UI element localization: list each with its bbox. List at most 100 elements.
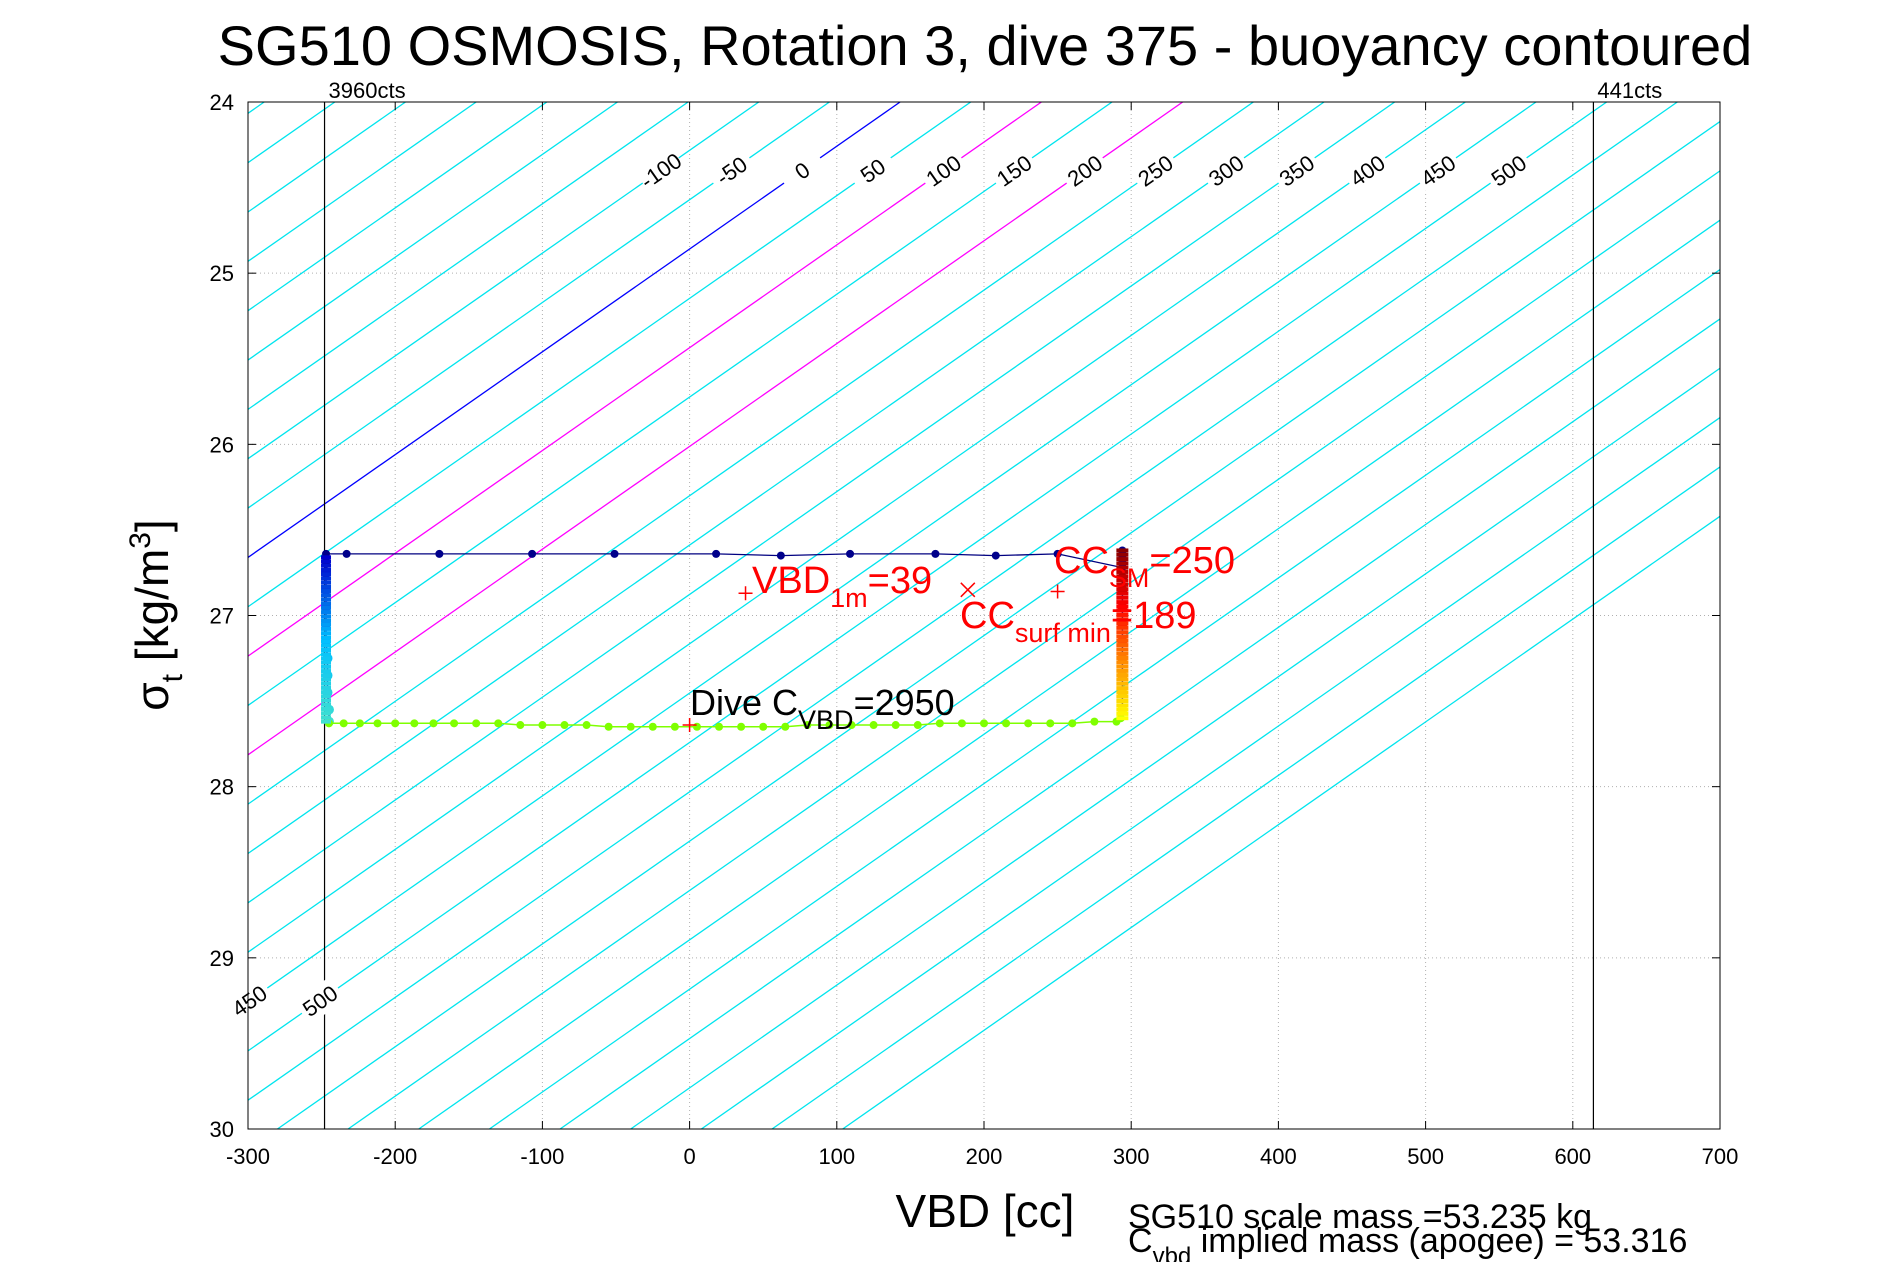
series-bar-segment xyxy=(321,702,332,707)
contour-label-bg xyxy=(987,146,1041,195)
contour-label-bg xyxy=(223,976,276,1025)
x-axis-label: VBD [cc] xyxy=(896,1185,1075,1237)
series-bar-segment xyxy=(1116,703,1129,708)
buoyancy-contours xyxy=(248,102,1720,1129)
contour-label-bg xyxy=(1341,146,1394,195)
series-point xyxy=(935,719,944,728)
series-bar-segment xyxy=(1116,694,1129,699)
series-bar-segment xyxy=(321,669,332,674)
series-bar-segment xyxy=(1116,634,1129,639)
series-bar-segment xyxy=(321,685,332,690)
series-bar-segment xyxy=(321,605,332,610)
series-point xyxy=(869,721,878,730)
contour-line xyxy=(559,318,1720,1129)
contour-label-bg xyxy=(1411,146,1465,195)
series-point xyxy=(435,549,444,558)
ccsurf-main: CC xyxy=(960,595,1015,637)
contour-line xyxy=(248,102,1254,805)
y-axis-label-rest: [kg/m xyxy=(126,549,178,674)
series-bar-segment xyxy=(321,589,332,594)
series-bar-segment xyxy=(321,610,332,615)
series-bar-segment xyxy=(1116,582,1129,587)
x-tick-label: 700 xyxy=(1702,1144,1739,1169)
series-point xyxy=(715,722,724,731)
series-point xyxy=(342,549,351,558)
series-point xyxy=(712,549,721,558)
contour-line xyxy=(277,120,1720,1129)
series-bar-segment xyxy=(1116,608,1129,613)
series-bar-segment xyxy=(1116,561,1129,566)
x-tick-label: -100 xyxy=(520,1144,564,1169)
series-bar-segment xyxy=(1116,591,1129,596)
series-point xyxy=(450,719,459,728)
series-point xyxy=(610,549,619,558)
x-tick-label: 500 xyxy=(1407,1144,1444,1169)
series-point xyxy=(931,549,940,558)
series-point xyxy=(776,551,785,560)
y-axis-label-end: ] xyxy=(126,519,178,532)
series-bar-segment xyxy=(1116,578,1129,583)
series-point xyxy=(670,722,679,731)
series-bar-segment xyxy=(321,673,332,678)
contour-line xyxy=(248,102,901,559)
series-bar-segment xyxy=(1116,565,1129,570)
series-bar-segment xyxy=(321,580,332,585)
contour-line xyxy=(248,102,1184,756)
contour-line xyxy=(418,219,1720,1129)
vbd-sub: 1m xyxy=(830,583,868,613)
y-axis-label: σt [kg/m3] xyxy=(124,519,189,710)
x-marker xyxy=(960,582,976,598)
series-bar-segment xyxy=(1116,677,1129,682)
series-bar-segment xyxy=(1116,664,1129,669)
cc-surf-min-annotation: CCsurf min=189 xyxy=(960,595,1197,648)
series-bar-segment xyxy=(1116,686,1129,691)
series-bar-segment xyxy=(321,643,332,648)
series-point xyxy=(582,721,591,730)
ccsurf-sub: surf min xyxy=(1015,618,1111,648)
series-point xyxy=(803,721,812,730)
x-tick-label: 200 xyxy=(966,1144,1003,1169)
dive-sub: VBD xyxy=(798,705,854,735)
series-bar-segment xyxy=(321,601,332,606)
series-bar-segment xyxy=(1116,612,1129,617)
series-bar-segment xyxy=(1116,548,1129,553)
chart-title: SG510 OSMOSIS, Rotation 3, dive 375 - bu… xyxy=(218,14,1753,77)
y-tick-label: 26 xyxy=(210,432,234,457)
series-bar-segment xyxy=(321,647,332,652)
series-bar-segment xyxy=(1116,569,1129,574)
series-point xyxy=(373,719,382,728)
contour-line xyxy=(248,102,1466,953)
contour-line xyxy=(347,170,1720,1129)
contour-line xyxy=(248,102,760,460)
series-bar-segment xyxy=(1116,552,1129,557)
series-bar-segment xyxy=(321,593,332,598)
contour-line xyxy=(248,102,972,608)
y-axis-label-sub: t xyxy=(156,673,189,682)
scale-mass-note: SG510 scale mass =53.235 kg xyxy=(1128,1198,1592,1236)
count-label: 441cts xyxy=(1597,78,1662,103)
series-bar-segment xyxy=(321,635,332,640)
series-point xyxy=(1068,719,1077,728)
series-point xyxy=(913,721,922,730)
series-bar-segment xyxy=(1116,617,1129,622)
series-bar-segment xyxy=(1116,681,1129,686)
contour-line xyxy=(248,102,689,411)
series-bar-segment xyxy=(321,626,332,631)
series-bar-segment xyxy=(321,698,332,703)
series-point xyxy=(980,719,988,728)
ccsm-value: =250 xyxy=(1149,540,1235,582)
contour-label-bg xyxy=(776,146,829,195)
vbd-1m-annotation: VBD1m=39 xyxy=(752,560,932,613)
series-bar-segment xyxy=(1116,600,1129,605)
series-bar-segment xyxy=(321,618,332,623)
series-bar-segment xyxy=(321,706,332,711)
plus-marker xyxy=(738,586,753,601)
grid-lines xyxy=(248,102,1720,1129)
contour-label-bg xyxy=(1129,146,1182,195)
series-bar-segment xyxy=(1116,630,1129,635)
ccsurf-value: =189 xyxy=(1111,595,1197,637)
contour-line xyxy=(771,466,1720,1129)
count-lines: 3960cts 441cts xyxy=(323,78,1662,1129)
series-point xyxy=(494,719,503,728)
